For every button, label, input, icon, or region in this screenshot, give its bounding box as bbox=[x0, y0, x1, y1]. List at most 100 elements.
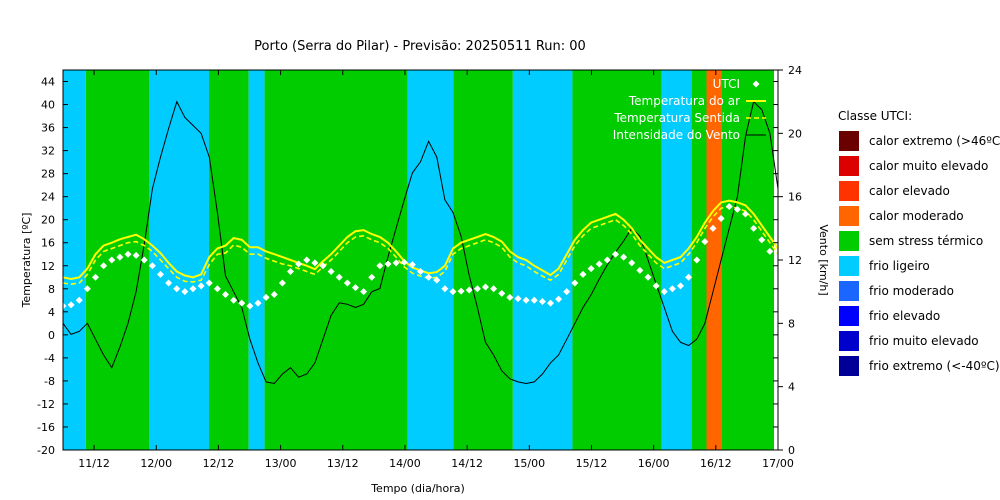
utci-marker-36 bbox=[352, 284, 359, 292]
utci-marker-12 bbox=[157, 270, 164, 278]
utci-marker-11 bbox=[148, 262, 156, 270]
y-tick-label-7: 16 bbox=[41, 237, 55, 250]
utci-marker-53 bbox=[490, 285, 498, 293]
y-tick-label-14: -12 bbox=[37, 398, 55, 411]
utci-marker-17 bbox=[197, 282, 205, 290]
band-12 bbox=[706, 70, 722, 450]
utci-marker-68 bbox=[612, 250, 619, 258]
utci-marker-59 bbox=[538, 297, 546, 305]
legend-swatch-utci bbox=[752, 80, 760, 88]
utci-marker-3 bbox=[83, 285, 91, 293]
legend-label-1: Temperatura do ar bbox=[628, 94, 740, 108]
y-tick-label-3: 32 bbox=[41, 145, 55, 158]
utci-marker-66 bbox=[595, 260, 603, 268]
utci-marker-43 bbox=[408, 261, 416, 269]
legend-label-3: Intensidade do Vento bbox=[613, 128, 740, 142]
class-label-7: frio elevado bbox=[869, 309, 940, 323]
class-swatch-5 bbox=[839, 256, 859, 276]
y2-tick-label-5: 4 bbox=[788, 381, 795, 394]
utci-marker-9 bbox=[132, 251, 140, 259]
utci-marker-58 bbox=[530, 296, 538, 304]
utci-marker-44 bbox=[417, 268, 424, 276]
x-tick-label-2: 12/12 bbox=[203, 457, 235, 470]
x-axis-ticks: 11/12 12/00 12/12 13/00 13/12 14/00 14/12 15/00… bbox=[78, 70, 794, 470]
utci-marker-86 bbox=[758, 236, 766, 244]
y-tick-label-5: 24 bbox=[41, 191, 55, 204]
y-tick-label-9: 8 bbox=[48, 283, 55, 296]
utci-marker-15 bbox=[181, 288, 189, 296]
band-9 bbox=[572, 70, 662, 450]
utci-marker-67 bbox=[603, 256, 611, 264]
y-tick-label-15: -16 bbox=[37, 421, 55, 434]
utci-marker-71 bbox=[636, 266, 644, 274]
class-swatch-7 bbox=[839, 306, 859, 326]
utci-marker-13 bbox=[165, 279, 173, 287]
class-label-4: sem stress térmico bbox=[869, 234, 983, 248]
band-5 bbox=[264, 70, 408, 450]
utci-marker-30 bbox=[303, 256, 311, 264]
utci-marker-54 bbox=[498, 289, 506, 297]
utci-marker-50 bbox=[465, 286, 473, 294]
class-swatch-8 bbox=[839, 331, 859, 351]
utci-marker-77 bbox=[685, 273, 693, 281]
y2-axis-ticks: 24 20 16 12 8 4 0 bbox=[778, 64, 802, 457]
x-tick-label-5: 14/00 bbox=[389, 457, 421, 470]
y-tick-label-8: 12 bbox=[41, 260, 55, 273]
x-tick-label-3: 13/00 bbox=[265, 457, 297, 470]
utci-marker-19 bbox=[213, 285, 221, 293]
class-label-1: calor muito elevado bbox=[869, 159, 988, 173]
wind-line bbox=[62, 100, 779, 385]
y-tick-label-6: 20 bbox=[41, 214, 55, 227]
band-3 bbox=[208, 70, 249, 450]
legend: UTCI Temperatura do ar Temperatura Sentida… bbox=[613, 77, 766, 142]
felt-temperature-line bbox=[62, 205, 779, 286]
utci-marker-65 bbox=[587, 265, 595, 273]
y-tick-label-10: 4 bbox=[48, 306, 55, 319]
y2-tick-label-2: 16 bbox=[788, 191, 802, 204]
utci-marker-69 bbox=[620, 253, 628, 261]
class-swatch-3 bbox=[839, 206, 859, 226]
utci-marker-40 bbox=[384, 260, 392, 268]
y-tick-label-4: 28 bbox=[41, 168, 55, 181]
utci-marker-25 bbox=[262, 293, 270, 301]
x-tick-label-7: 15/00 bbox=[513, 457, 545, 470]
utci-marker-78 bbox=[693, 256, 701, 264]
utci-marker-72 bbox=[644, 273, 652, 281]
wind-intensity-series bbox=[62, 100, 779, 385]
utci-marker-70 bbox=[628, 259, 636, 267]
utci-class-legend: Classe UTCI: calor extremo (>46ºC) calor m… bbox=[838, 109, 1000, 376]
band-10 bbox=[661, 70, 692, 450]
y-tick-label-12: -4 bbox=[44, 352, 55, 365]
utci-marker-18 bbox=[205, 279, 213, 287]
y-tick-label-11: 0 bbox=[48, 329, 55, 342]
y-tick-label-13: -8 bbox=[44, 375, 55, 388]
utci-marker-48 bbox=[449, 288, 457, 296]
utci-marker-75 bbox=[668, 285, 676, 293]
x-tick-label-0: 11/12 bbox=[78, 457, 110, 470]
utci-marker-31 bbox=[311, 259, 319, 267]
utci-marker-64 bbox=[579, 270, 587, 278]
utci-marker-23 bbox=[246, 302, 254, 310]
x-tick-label-8: 15/12 bbox=[576, 457, 608, 470]
y2-tick-label-6: 0 bbox=[788, 444, 795, 457]
utci-marker-2 bbox=[75, 296, 83, 304]
felt-temperature-series bbox=[62, 205, 779, 286]
utci-marker-27 bbox=[278, 279, 286, 287]
utci-marker-21 bbox=[230, 296, 238, 304]
utci-marker-56 bbox=[514, 295, 522, 303]
utci-marker-5 bbox=[100, 262, 108, 270]
utci-marker-84 bbox=[742, 210, 749, 218]
x-axis-label: Tempo (dia/hora) bbox=[370, 482, 465, 495]
class-swatch-1 bbox=[839, 156, 859, 176]
utci-marker-16 bbox=[189, 285, 197, 293]
class-legend-title: Classe UTCI: bbox=[838, 109, 912, 123]
utci-marker-32 bbox=[319, 262, 327, 270]
class-label-2: calor elevado bbox=[869, 184, 950, 198]
utci-marker-4 bbox=[92, 273, 99, 281]
utci-series bbox=[59, 202, 782, 310]
utci-marker-55 bbox=[506, 293, 514, 301]
utci-marker-29 bbox=[295, 260, 303, 268]
x-tick-label-10: 16/12 bbox=[700, 457, 732, 470]
